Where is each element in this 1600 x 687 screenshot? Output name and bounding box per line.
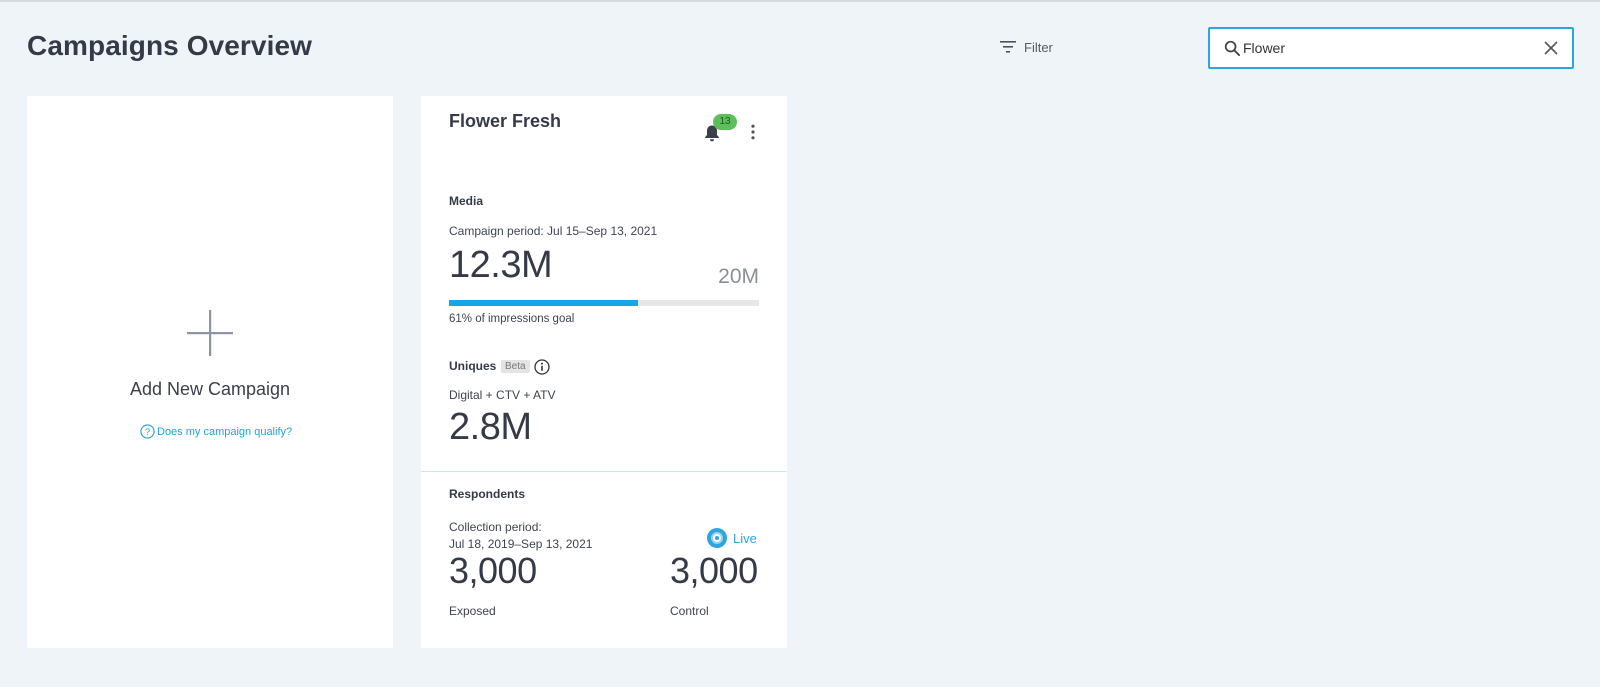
uniques-label: Uniques xyxy=(449,359,497,373)
top-divider xyxy=(0,0,1600,2)
uniques-value: 2.8M xyxy=(449,406,532,448)
campaign-name: Flower Fresh xyxy=(449,111,562,131)
impressions-progress-bar xyxy=(449,300,759,306)
qualify-link-text: Does my campaign qualify? xyxy=(157,425,293,438)
impressions-progress-fill xyxy=(449,300,639,306)
impressions-value: 12.3M xyxy=(449,244,553,286)
notifications-button[interactable]: 13 xyxy=(703,114,737,146)
collection-period-dates: Jul 18, 2019–Sep 13, 2021 xyxy=(449,537,593,551)
collection-period-label: Collection period: xyxy=(449,520,542,534)
exposed-value: 3,000 xyxy=(449,550,537,591)
live-status: Live xyxy=(707,528,757,548)
beta-badge: Beta xyxy=(501,360,530,373)
control-label: Control xyxy=(670,604,709,618)
media-label: Media xyxy=(449,194,484,208)
svg-text:?: ? xyxy=(145,427,150,437)
respondents-label: Respondents xyxy=(449,487,526,501)
notification-badge: 13 xyxy=(713,114,737,130)
card-divider xyxy=(421,471,787,472)
question-circle-icon: ? xyxy=(140,424,155,439)
impressions-goal: 20M xyxy=(718,265,759,288)
search-input[interactable] xyxy=(1243,29,1542,67)
plus-icon xyxy=(187,310,233,356)
campaign-card[interactable]: Flower Fresh 13 Media Campaign period: J… xyxy=(421,96,787,648)
exposed-label: Exposed xyxy=(449,604,496,618)
filter-button[interactable]: Filter xyxy=(1000,36,1053,58)
search-icon xyxy=(1224,40,1241,56)
radio-dot-icon xyxy=(707,528,727,548)
filter-label: Filter xyxy=(1024,39,1053,55)
add-campaign-card[interactable]: Add New Campaign ? Does my campaign qual… xyxy=(27,96,393,648)
add-campaign-title: Add New Campaign xyxy=(129,379,291,399)
page-title: Campaigns Overview xyxy=(27,30,313,61)
qualify-link[interactable]: ? Does my campaign qualify? xyxy=(140,424,292,439)
search-box[interactable] xyxy=(1208,27,1574,69)
more-vertical-icon[interactable] xyxy=(750,124,756,140)
info-circle-icon[interactable] xyxy=(534,359,550,375)
control-value: 3,000 xyxy=(670,550,758,591)
filter-icon xyxy=(1000,41,1016,53)
live-status-label: Live xyxy=(733,530,757,546)
impressions-goal-text: 61% of impressions goal xyxy=(449,313,575,325)
bell-icon xyxy=(705,125,719,142)
close-icon[interactable] xyxy=(1542,39,1560,57)
uniques-channels: Digital + CTV + ATV xyxy=(449,388,556,402)
campaign-period: Campaign period: Jul 15–Sep 13, 2021 xyxy=(449,224,658,238)
